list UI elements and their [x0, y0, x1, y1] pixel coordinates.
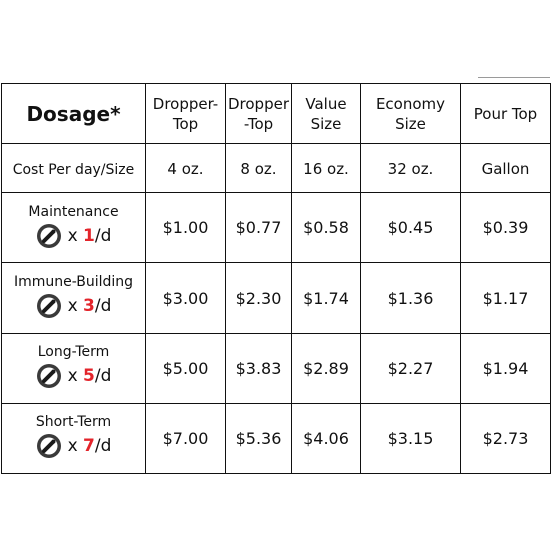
price-cell: $0.77: [225, 192, 292, 264]
dose-count: 3: [83, 296, 95, 317]
table-row: Short-Term x 7/d $7.00 $5.36 $4.06 $3.15…: [1, 402, 551, 475]
price-cell: $1.74: [291, 262, 361, 334]
dosage-title: Dosage*: [1, 82, 146, 145]
row-name: Long-Term: [37, 344, 110, 361]
column-header: Dropper- Top: [145, 82, 226, 145]
price-cell: $5.36: [225, 402, 292, 475]
table-row: Long-Term x 5/d $5.00 $3.83 $2.89 $2.27 …: [1, 332, 551, 404]
dose-count: 1: [83, 225, 95, 246]
dose-frequency: x 1/d: [36, 223, 111, 249]
row-name: Maintenance: [28, 203, 119, 220]
price-cell: $1.00: [145, 192, 226, 264]
dose-frequency: x 7/d: [36, 433, 111, 459]
size-row: Cost Per day/Size 4 oz. 8 oz. 16 oz. 32 …: [1, 143, 551, 194]
row-label-cell: Immune-Building x 3/d: [1, 262, 146, 334]
price-cell: $0.45: [360, 192, 461, 264]
dropper-icon: [36, 223, 62, 249]
size-cell: Gallon: [460, 143, 551, 194]
price-cell: $2.30: [225, 262, 292, 334]
price-cell: $1.94: [460, 332, 551, 404]
cost-per-day-label: Cost Per day/Size: [1, 143, 146, 194]
price-cell: $3.15: [360, 402, 461, 475]
price-cell: $3.00: [145, 262, 226, 334]
row-name: Immune-Building: [13, 274, 134, 291]
size-cell: 16 oz.: [291, 143, 361, 194]
table-row: Maintenance x 1/d $1.00 $0.77 $0.58 $0.4…: [1, 192, 551, 264]
size-cell: 8 oz.: [225, 143, 292, 194]
price-cell: $7.00: [145, 402, 226, 475]
column-header: Economy Size: [360, 82, 461, 145]
price-cell: $5.00: [145, 332, 226, 404]
price-cell: $2.89: [291, 332, 361, 404]
dropper-icon: [36, 433, 62, 459]
column-header: Dropper -Top: [225, 82, 292, 145]
dose-frequency: x 3/d: [36, 293, 111, 319]
dosage-price-table: Dosage* Dropper- Top Dropper -Top Value …: [1, 82, 551, 475]
decorative-line: [478, 77, 550, 78]
dropper-icon: [36, 363, 62, 389]
row-label-cell: Long-Term x 5/d: [1, 332, 146, 404]
price-cell: $1.36: [360, 262, 461, 334]
price-cell: $1.17: [460, 262, 551, 334]
size-cell: 4 oz.: [145, 143, 226, 194]
row-name: Short-Term: [35, 414, 112, 431]
price-cell: $4.06: [291, 402, 361, 475]
price-cell: $2.27: [360, 332, 461, 404]
row-label-cell: Short-Term x 7/d: [1, 402, 146, 475]
table-row: Immune-Building x 3/d $3.00 $2.30 $1.74 …: [1, 262, 551, 334]
price-cell: $2.73: [460, 402, 551, 475]
dropper-icon: [36, 293, 62, 319]
column-header: Pour Top: [460, 82, 551, 145]
size-cell: 32 oz.: [360, 143, 461, 194]
row-label-cell: Maintenance x 1/d: [1, 192, 146, 264]
column-header: Value Size: [291, 82, 361, 145]
price-cell: $0.58: [291, 192, 361, 264]
price-cell: $3.83: [225, 332, 292, 404]
price-cell: $0.39: [460, 192, 551, 264]
dose-count: 5: [83, 366, 95, 387]
dose-frequency: x 5/d: [36, 363, 111, 389]
dose-count: 7: [83, 436, 95, 457]
header-row: Dosage* Dropper- Top Dropper -Top Value …: [1, 82, 551, 145]
